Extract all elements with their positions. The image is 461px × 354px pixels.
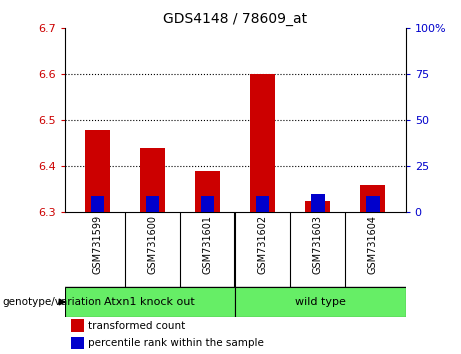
Bar	[65, 287, 235, 317]
Text: percentile rank within the sample: percentile rank within the sample	[89, 338, 264, 348]
Bar	[195, 171, 220, 212]
Title: GDS4148 / 78609_at: GDS4148 / 78609_at	[163, 12, 307, 26]
Text: GSM731603: GSM731603	[313, 215, 323, 274]
Bar	[71, 319, 84, 332]
Text: genotype/variation: genotype/variation	[2, 297, 101, 307]
Text: GSM731602: GSM731602	[258, 215, 268, 274]
Bar	[140, 148, 165, 212]
Bar	[311, 194, 325, 212]
Bar	[85, 130, 110, 212]
Bar	[305, 201, 330, 212]
Bar	[146, 196, 160, 212]
Bar	[250, 74, 275, 212]
Text: GSM731601: GSM731601	[202, 215, 213, 274]
Text: transformed count: transformed count	[89, 321, 186, 331]
Text: Atxn1 knock out: Atxn1 knock out	[105, 297, 195, 307]
Bar	[256, 196, 270, 212]
Bar	[235, 287, 406, 317]
Bar	[71, 337, 84, 349]
Text: wild type: wild type	[295, 297, 346, 307]
Bar	[366, 196, 379, 212]
Text: GSM731599: GSM731599	[93, 215, 102, 274]
Bar	[201, 196, 214, 212]
Bar	[361, 185, 385, 212]
Bar	[91, 196, 105, 212]
Text: GSM731604: GSM731604	[368, 215, 378, 274]
Text: GSM731600: GSM731600	[148, 215, 158, 274]
